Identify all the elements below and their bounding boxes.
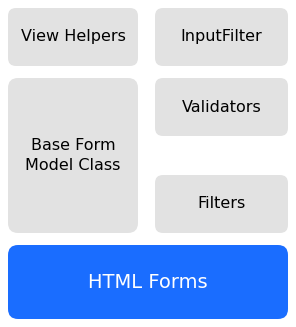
FancyBboxPatch shape [8,245,288,319]
Text: View Helpers: View Helpers [20,29,126,44]
FancyBboxPatch shape [155,175,288,233]
Text: HTML Forms: HTML Forms [88,272,208,291]
Text: InputFilter: InputFilter [181,29,262,44]
FancyBboxPatch shape [155,8,288,66]
FancyBboxPatch shape [8,78,138,233]
FancyBboxPatch shape [155,78,288,136]
FancyBboxPatch shape [8,8,138,66]
Text: Validators: Validators [182,99,261,114]
Text: Base Form
Model Class: Base Form Model Class [25,138,121,173]
Text: Filters: Filters [197,197,246,212]
